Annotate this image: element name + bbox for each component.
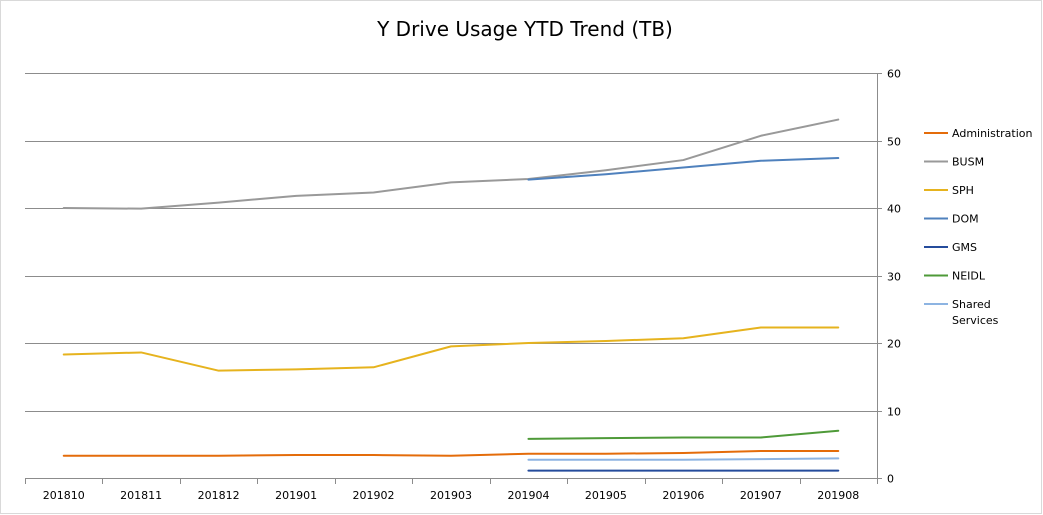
x-tick-label: 201901 [275, 489, 317, 502]
axes: 0 10 20 30 40 50 60 201810 201811 201812 201901 201… [25, 68, 901, 502]
x-tick-label: 201902 [353, 489, 395, 502]
x-tick-label: 201906 [662, 489, 704, 502]
series-line-sph [62, 326, 840, 372]
series-line-busm [62, 118, 840, 210]
legend-label-dom: DOM [952, 213, 979, 226]
x-tick-label: 201812 [198, 489, 240, 502]
legend-label-shared-services: Shared Services [952, 298, 999, 327]
chart-title: Y Drive Usage YTD Trend (TB) [376, 17, 673, 41]
y-tick-label: 60 [887, 68, 901, 81]
y-tick-label: 0 [887, 473, 894, 486]
legend-label-gms: GMS [952, 241, 977, 254]
x-tick-label: 201810 [43, 489, 85, 502]
series-lines [62, 118, 840, 472]
series-line-dom [527, 157, 840, 181]
gridlines [25, 73, 877, 412]
legend-label-neidl: NEIDL [952, 270, 986, 283]
legend-label-administration: Administration [952, 127, 1033, 140]
legend-label-sph: SPH [952, 184, 974, 197]
x-tick-label: 201907 [740, 489, 782, 502]
series-line-shared-services [527, 457, 840, 461]
x-tick-label: 201905 [585, 489, 627, 502]
legend-label-busm: BUSM [952, 156, 984, 169]
series-line-neidl [527, 429, 840, 440]
x-tick-label: 201903 [430, 489, 472, 502]
x-tick-label: 201811 [120, 489, 162, 502]
series-line-administration [62, 450, 840, 457]
legend: Administration BUSM SPH DOM GMS NEIDL Shared Se… [924, 127, 1033, 327]
x-tick-label: 201908 [817, 489, 859, 502]
y-tick-label: 10 [887, 406, 901, 419]
y-tick-label: 40 [887, 203, 901, 216]
y-tick-label: 20 [887, 338, 901, 351]
x-tick-label: 201904 [507, 489, 549, 502]
y-tick-label: 30 [887, 271, 901, 284]
y-tick-label: 50 [887, 136, 901, 149]
